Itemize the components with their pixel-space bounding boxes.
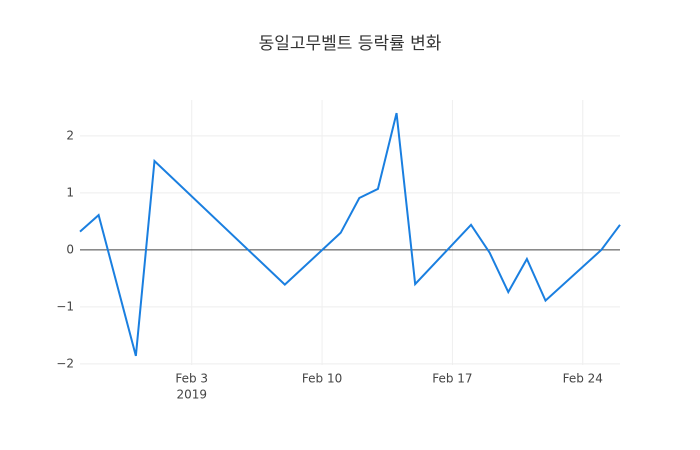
chart-title: 동일고무벨트 등락률 변화 (259, 34, 442, 54)
x-tick-label: Feb 24 (563, 372, 603, 386)
line-series (79, 112, 621, 357)
y-tick-label: 1 (66, 185, 74, 199)
x-year-label: 2019 (176, 388, 207, 402)
x-tick-label: Feb 10 (302, 372, 342, 386)
x-tick-label: Feb 17 (432, 372, 472, 386)
y-tick-label: −2 (56, 356, 74, 370)
y-tick-label: 0 (66, 242, 74, 256)
y-tick-label: 2 (66, 128, 74, 142)
y-tick-label: −1 (56, 299, 74, 313)
x-tick-label: Feb 3 (175, 372, 208, 386)
